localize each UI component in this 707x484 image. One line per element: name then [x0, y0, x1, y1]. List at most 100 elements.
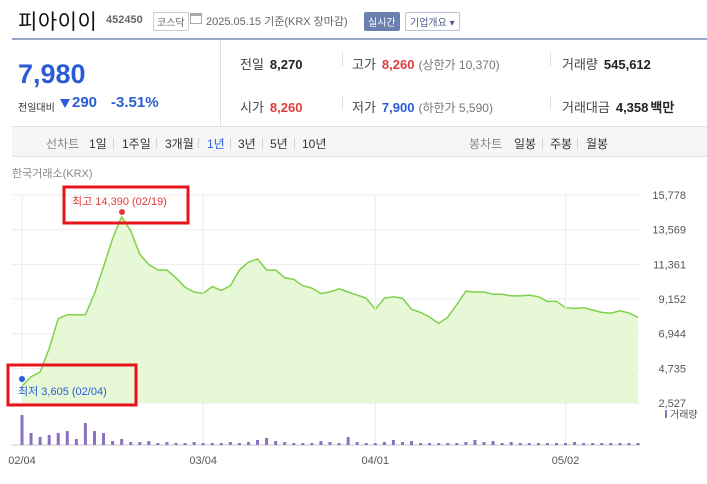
- volume-bar: [283, 442, 287, 445]
- tab-1w[interactable]: 1주일: [122, 137, 151, 151]
- tab-10y[interactable]: 10년: [302, 137, 327, 151]
- volume-bar: [500, 443, 504, 445]
- low-marker: [19, 376, 25, 382]
- volume-bar: [192, 442, 196, 445]
- volume-bar: [328, 442, 332, 445]
- volume-bar: [482, 442, 486, 445]
- line-chart-label: 선차트: [46, 137, 80, 151]
- volume-bar: [310, 443, 314, 445]
- volume-label: 거래량: [562, 57, 598, 72]
- volume-bar: [419, 443, 423, 445]
- high-price: 고가 8,260 (상한가 10,370): [352, 54, 500, 73]
- y-tick-label: 2,527: [658, 398, 686, 410]
- chevron-down-icon: ▾: [449, 18, 455, 29]
- stock-header: 피아이이 452450 코스닥 2025.05.15 기준(KRX 장마감) 실…: [0, 0, 707, 38]
- divider: [294, 138, 295, 148]
- y-tick-label: 4,735: [658, 363, 686, 375]
- stock-code: 452450: [106, 14, 143, 26]
- y-tick-label: 13,569: [652, 225, 686, 237]
- price-line: [21, 215, 639, 387]
- y-tick-label: 6,944: [658, 329, 686, 341]
- change-value: 290: [72, 94, 98, 111]
- volume-bar: [138, 442, 142, 445]
- company-overview-dropdown[interactable]: 기업개요 ▾: [405, 12, 460, 31]
- realtime-button[interactable]: 실시간: [364, 12, 400, 31]
- volume-bar: [29, 433, 33, 445]
- candle-chart-label: 봉차트: [469, 137, 503, 151]
- volume-bar: [83, 423, 87, 445]
- high-marker: [119, 209, 125, 215]
- company-overview-label: 기업개요: [410, 18, 447, 29]
- tab-1d[interactable]: 1일: [89, 137, 107, 151]
- volume-bar: [256, 440, 260, 445]
- volume-bar: [636, 443, 640, 445]
- stock-name: 피아이이: [18, 11, 98, 34]
- divider: [262, 138, 263, 148]
- upper-limit: (상한가 10,370): [418, 58, 500, 72]
- volume-value: 545,612: [603, 57, 651, 72]
- volume-bar: [129, 442, 133, 445]
- volume-bar: [65, 431, 69, 445]
- divider: [156, 138, 157, 148]
- volume-legend-label: 거래량: [670, 409, 698, 421]
- volume-bar: [219, 443, 223, 445]
- change-label: 전일대비: [18, 103, 55, 114]
- volume-bar: [355, 442, 359, 445]
- volume-bar: [183, 443, 187, 445]
- volume-bar: [446, 443, 450, 445]
- high-value: 8,260: [381, 57, 415, 72]
- volume-bar: [627, 443, 631, 445]
- volume-legend-swatch: [665, 410, 667, 418]
- tab-monthly[interactable]: 월봉: [586, 137, 609, 151]
- divider: [542, 138, 543, 148]
- volume-bar: [518, 443, 522, 445]
- x-tick-label: 03/04: [189, 455, 217, 467]
- tab-1y[interactable]: 1년: [207, 137, 225, 151]
- chart-tabs: 선차트 1일 1주일 3개월 1년 3년 5년 10년 봉차트 일봉 주봉 월봉: [12, 126, 707, 157]
- prev-close-label: 전일: [240, 57, 264, 72]
- tab-3m[interactable]: 3개월: [165, 137, 194, 151]
- volume-bar: [147, 441, 151, 445]
- volume-bar: [346, 437, 350, 445]
- volume: 거래량 545,612: [562, 54, 651, 73]
- open-label: 시가: [240, 100, 264, 115]
- change-percent: -3.51%: [111, 94, 159, 111]
- volume-bar: [591, 443, 595, 445]
- low-price: 저가 7,900 (하한가 5,590): [352, 97, 493, 116]
- volume-bar: [102, 433, 106, 445]
- volume-bar: [92, 431, 96, 445]
- divider: [550, 52, 551, 66]
- divider: [113, 138, 114, 148]
- x-tick-label: 02/04: [8, 455, 36, 467]
- volume-bar: [373, 443, 377, 445]
- volume-bar: [455, 443, 459, 445]
- open-price: 시가 8,260: [240, 97, 302, 116]
- high-label: 고가: [352, 57, 376, 72]
- volume-bar: [554, 443, 558, 445]
- volume-bar: [47, 435, 51, 445]
- divider: [342, 52, 343, 66]
- tab-weekly[interactable]: 주봉: [550, 137, 573, 151]
- tab-5y[interactable]: 5년: [270, 137, 288, 151]
- volume-bar: [228, 442, 232, 445]
- amount-unit: 백만: [650, 100, 675, 115]
- down-arrow-icon: [60, 99, 70, 108]
- volume-bar: [237, 443, 241, 445]
- current-price: 7,980: [18, 59, 86, 89]
- divider: [550, 95, 551, 109]
- volume-bar: [274, 441, 278, 445]
- volume-bar: [600, 443, 604, 445]
- volume-bar: [527, 443, 531, 445]
- tab-daily[interactable]: 일봉: [514, 137, 537, 151]
- divider: [220, 40, 221, 126]
- high-highlight-box: [62, 185, 190, 225]
- tab-3y[interactable]: 3년: [238, 137, 256, 151]
- volume-bar: [410, 441, 414, 445]
- volume-bar: [301, 443, 305, 445]
- divider: [198, 138, 199, 148]
- volume-bar: [545, 443, 549, 445]
- volume-bar: [38, 437, 42, 445]
- volume-bar: [174, 443, 178, 445]
- y-tick-label: 15,778: [652, 190, 686, 202]
- y-tick-label: 11,361: [653, 259, 686, 271]
